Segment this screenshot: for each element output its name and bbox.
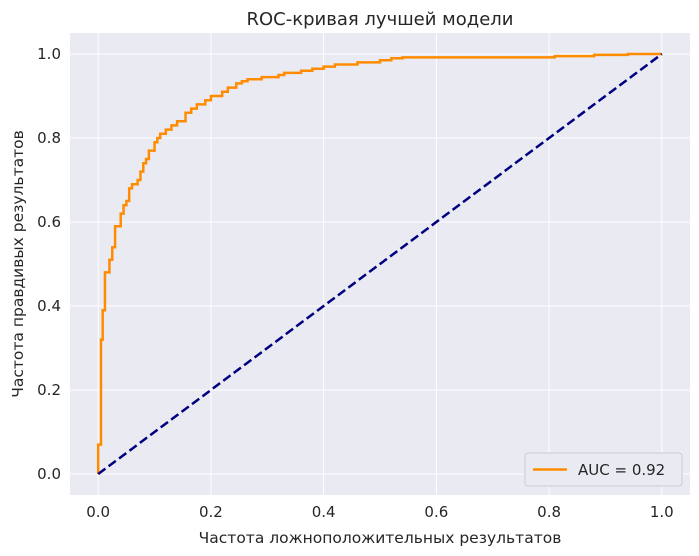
x-tick-label: 0.4 bbox=[312, 503, 336, 521]
y-tick-label: 0.4 bbox=[37, 297, 61, 315]
legend-label: AUC = 0.92 bbox=[578, 461, 665, 479]
y-tick-label: 1.0 bbox=[37, 45, 61, 63]
x-tick-label: 0.8 bbox=[537, 503, 561, 521]
y-tick-label: 0.2 bbox=[37, 381, 61, 399]
x-tick-label: 1.0 bbox=[650, 503, 674, 521]
series-layer bbox=[96, 52, 663, 476]
y-tick-label: 0.0 bbox=[37, 465, 61, 483]
y-axis-label: Частота правдивых результатов bbox=[9, 130, 27, 398]
y-tick-label: 0.6 bbox=[37, 213, 61, 231]
legend-box bbox=[524, 452, 683, 487]
y-tick-label: 0.8 bbox=[37, 129, 61, 147]
x-tick-labels: 0.0 0.2 0.4 0.6 0.8 1.0 bbox=[86, 503, 673, 521]
x-tick-label: 0.0 bbox=[86, 503, 110, 521]
x-tick-label: 0.2 bbox=[199, 503, 223, 521]
diagonal-reference-line bbox=[97, 52, 663, 476]
legend: AUC = 0.92 bbox=[524, 452, 683, 487]
roc-curve-line bbox=[96, 52, 662, 474]
y-tick-labels: 0.0 0.2 0.4 0.6 0.8 1.0 bbox=[37, 45, 61, 483]
x-tick-label: 0.6 bbox=[424, 503, 448, 521]
x-axis-label: Частота ложноположительных результатов bbox=[199, 529, 562, 547]
chart-title: ROC-кривая лучшей модели bbox=[247, 9, 514, 30]
